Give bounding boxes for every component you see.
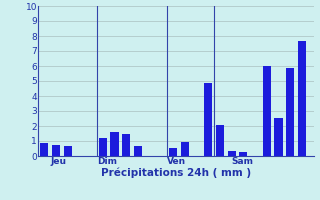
Bar (216, 124, 224, 156)
Bar (274, 118, 283, 156)
Bar (134, 146, 142, 156)
Bar (40, 142, 48, 156)
Bar (99, 138, 107, 156)
Bar (228, 151, 236, 156)
Bar (169, 148, 177, 156)
Bar (298, 40, 306, 156)
Bar (239, 152, 247, 156)
Bar (204, 82, 212, 156)
Bar (64, 146, 72, 156)
Bar (286, 68, 294, 156)
Bar (263, 66, 271, 156)
Bar (122, 134, 130, 156)
Bar (110, 132, 119, 156)
X-axis label: Précipitations 24h ( mm ): Précipitations 24h ( mm ) (101, 168, 251, 178)
Bar (181, 142, 189, 156)
Bar (52, 145, 60, 156)
